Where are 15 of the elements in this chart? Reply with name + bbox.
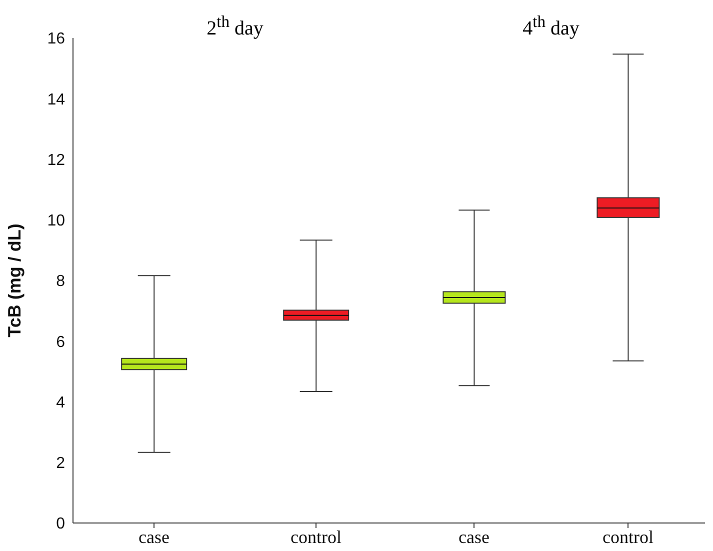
x-tick-label: case bbox=[138, 526, 170, 547]
y-tick-label: 10 bbox=[47, 212, 66, 230]
y-tick-label: 8 bbox=[56, 273, 66, 290]
x-tick-label: control bbox=[290, 526, 342, 547]
y-tick-label: 6 bbox=[56, 334, 66, 351]
y-tick-label: 16 bbox=[47, 30, 66, 48]
y-tick-label: 14 bbox=[47, 91, 66, 108]
y-tick-label: 2 bbox=[56, 455, 66, 472]
chart-title: 2$^{th}$ day bbox=[206, 12, 264, 41]
y-tick-label: 0 bbox=[56, 516, 66, 533]
chart-title: 4$^{th}$ day bbox=[522, 12, 580, 41]
x-tick-label: control bbox=[602, 526, 654, 547]
x-tick-label: case bbox=[458, 526, 490, 547]
y-tick-label: 4 bbox=[56, 394, 66, 412]
y-tick-label: 12 bbox=[47, 152, 66, 169]
